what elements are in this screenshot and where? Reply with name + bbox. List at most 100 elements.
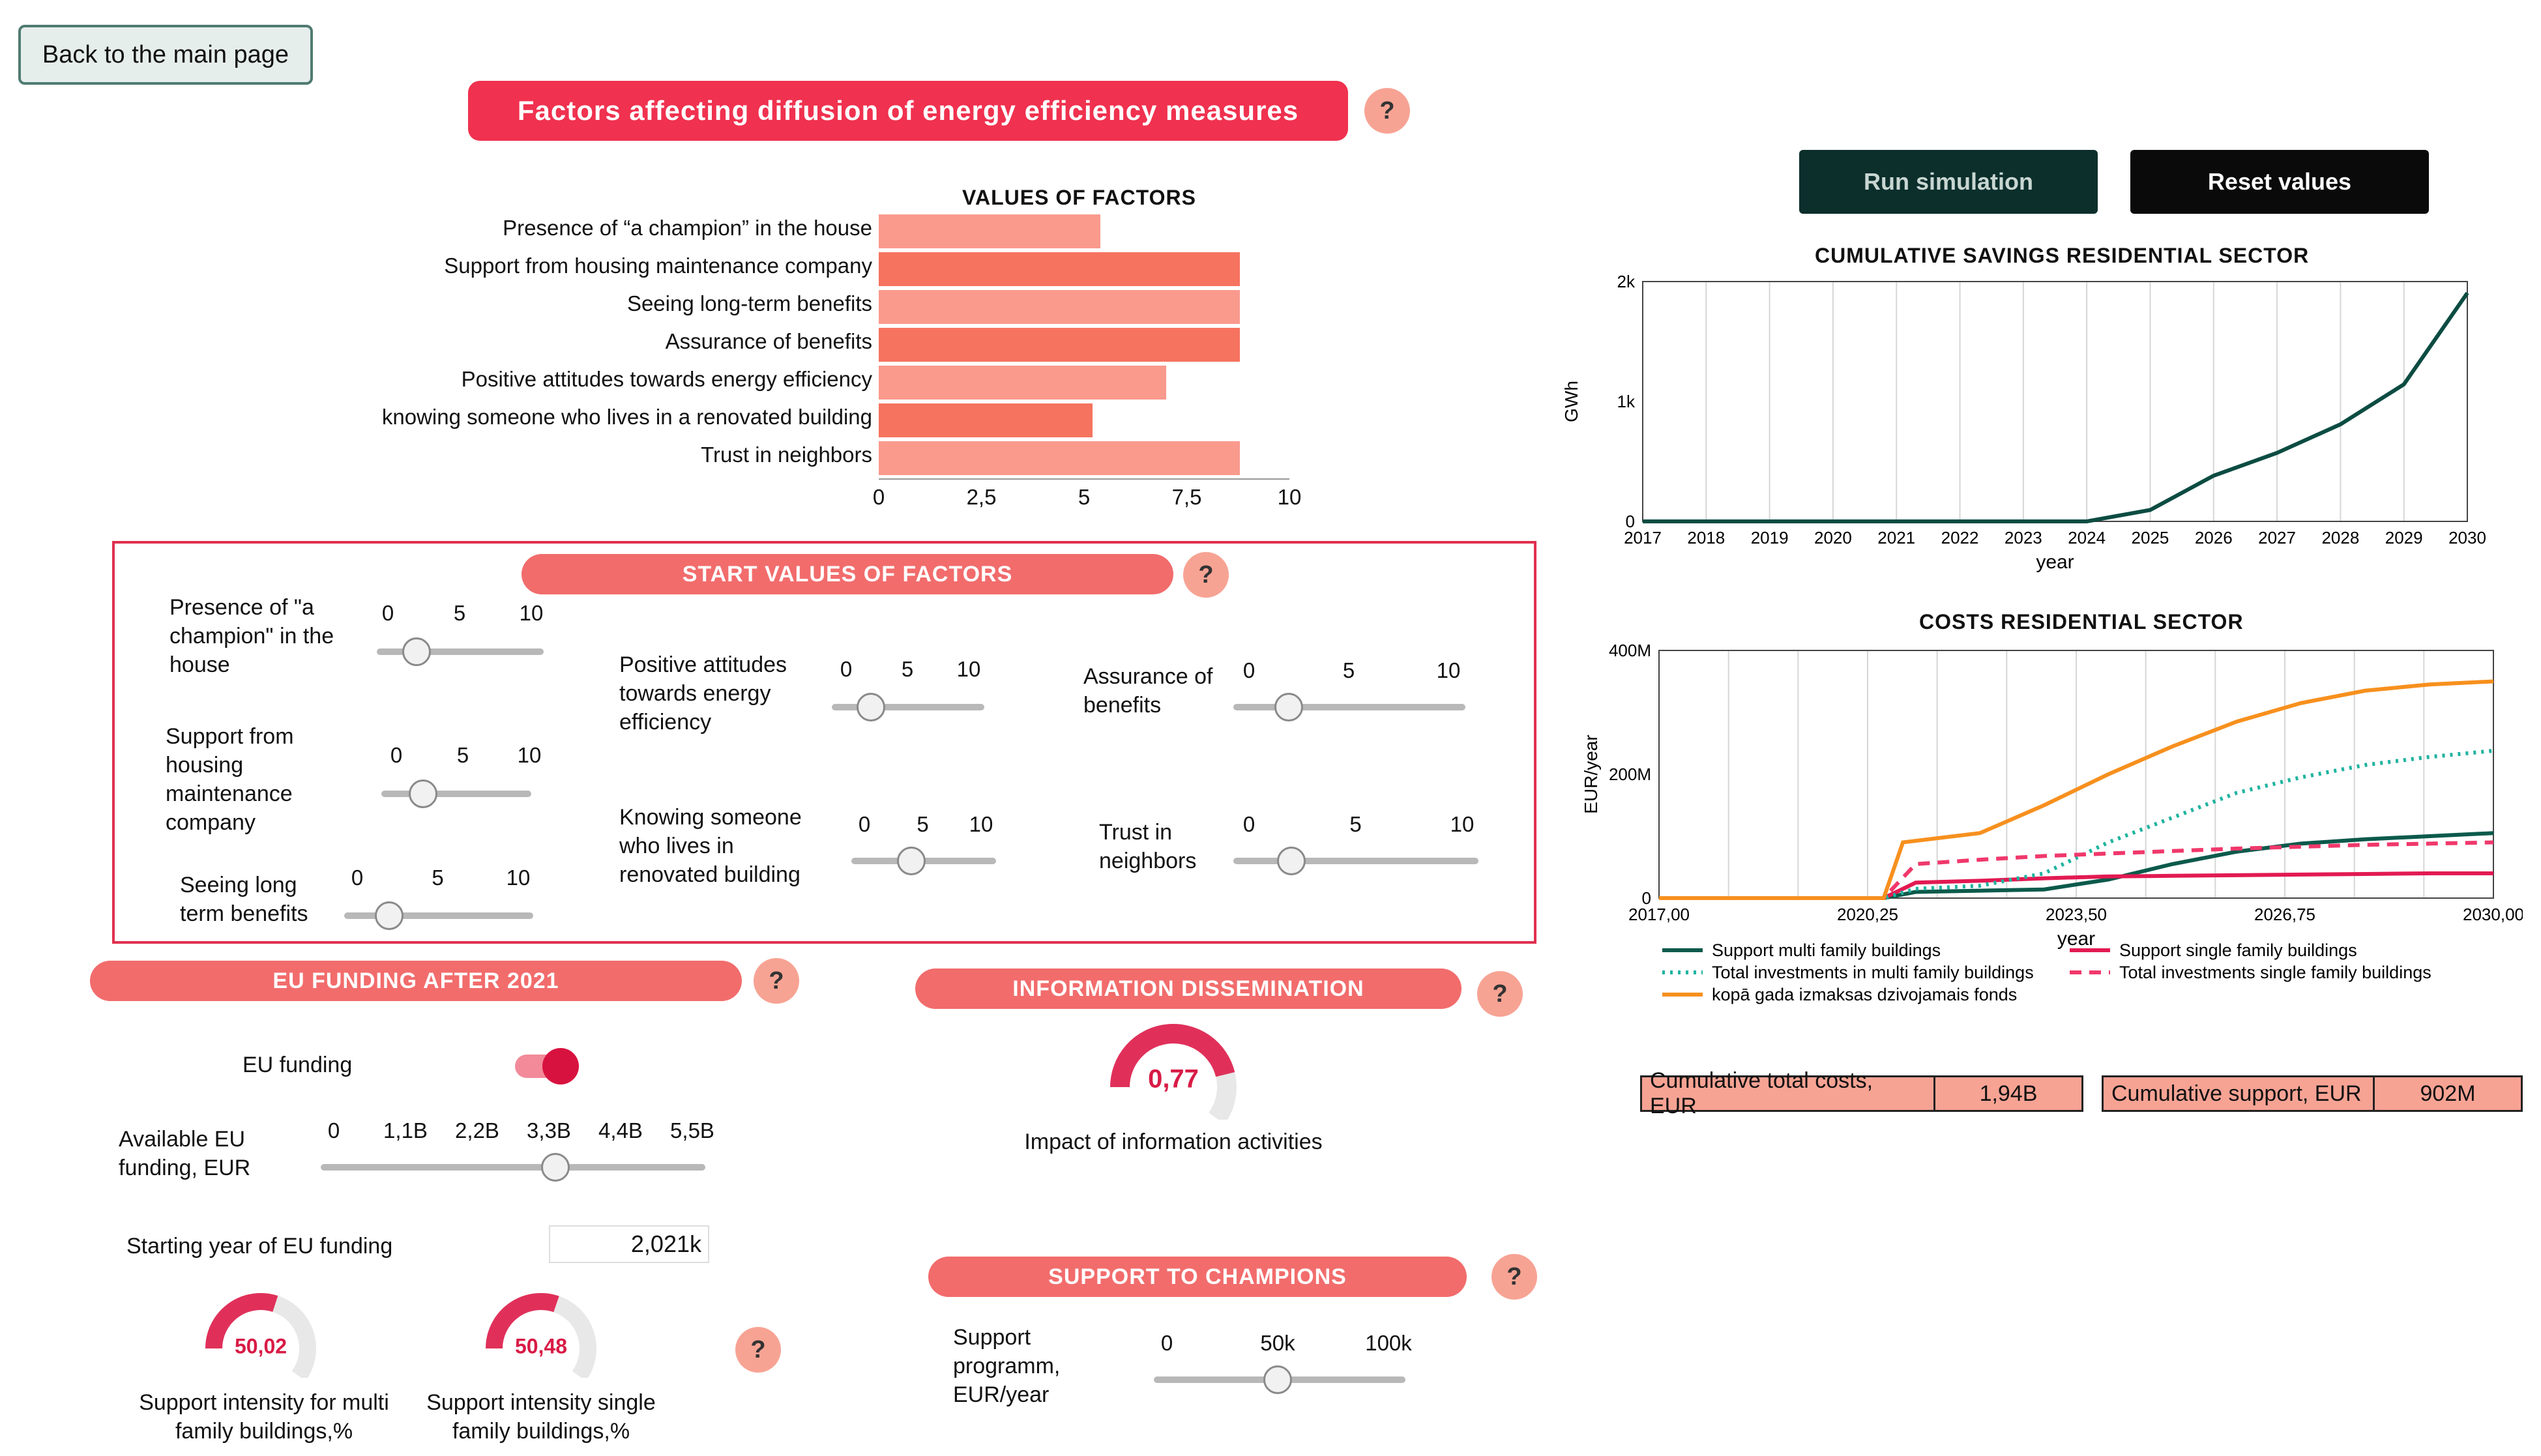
start-slider-tick: 10 [956,657,981,681]
start-year-label: Starting year of EU funding [126,1234,393,1259]
eu-funding-toggle-label: EU funding [242,1053,353,1077]
factors-tick-label: 0 [872,485,885,509]
support-multi-label: Support intensity for multi family build… [139,1390,389,1444]
metric-support-label: Cumulative support, EUR [2104,1077,2375,1110]
start-slider-label: Trust in neighbors [1099,820,1197,873]
start-slider-thumb[interactable] [408,779,437,808]
help-button-champions[interactable]: ? [1491,1254,1537,1300]
gauge-fill [486,1293,559,1349]
start-slider-tick: 10 [506,866,531,890]
x-tick-label: 2020,25 [1837,905,1898,924]
start-slider-thumb[interactable] [375,901,404,930]
start-slider-tick: 0 [840,657,853,681]
run-simulation-button[interactable]: Run simulation [1799,150,2098,214]
factor-bar [879,290,1241,324]
start-values-panel [112,541,1536,944]
back-to-main-button[interactable]: Back to the main page [18,25,313,85]
legend-label: kopā gada izmaksas dzivojamais fonds [1712,985,2017,1004]
start-slider-track[interactable] [381,791,531,797]
eu-available-tick: 2,2B [455,1118,499,1143]
y-tick-label: 0 [1642,888,1651,908]
factors-axis [879,478,1289,480]
x-tick-label: 2017 [1624,528,1662,547]
factors-tick-label: 10 [1277,485,1302,509]
start-slider-track[interactable] [344,912,533,919]
start-year-input[interactable]: 2,021k [549,1225,709,1263]
info-impact-gauge-value: 0,77 [1148,1064,1199,1094]
start-slider-track[interactable] [1233,704,1465,710]
x-tick-label: 2030,00 [2463,905,2523,924]
help-button-start-values[interactable]: ? [1183,552,1229,598]
start-slider-thumb[interactable] [402,637,431,666]
metric-total-costs: Cumulative total costs, EUR 1,94B [1640,1068,2083,1118]
start-slider-tick: 0 [1242,812,1256,836]
factors-tick-label: 2,5 [966,485,997,509]
factor-bar [879,441,1241,475]
costs-series-line [1659,840,2494,900]
support-programm-label: Support programm, EUR/year [953,1325,1061,1407]
start-slider-track[interactable] [832,704,984,710]
x-tick-label: 2029 [2385,528,2423,547]
eu-available-thumb[interactable] [541,1153,570,1182]
eu-available-track[interactable] [321,1164,705,1171]
y-tick-label: 0 [1626,512,1635,531]
eu-available-tick: 3,3B [527,1118,571,1143]
factor-bar [879,214,1101,248]
start-slider-tick: 5 [456,743,469,767]
x-axis-label: year [2057,928,2095,950]
costs-series-line [1659,748,2494,900]
y-axis-label: EUR/year [1581,735,1601,813]
costs-series-line [1659,871,2493,900]
start-slider-track[interactable] [1233,858,1478,864]
eu-available-tick: 5,5B [670,1118,714,1143]
start-slider-tick: 10 [1450,812,1475,836]
start-slider-thumb[interactable] [896,847,926,875]
support-programm-thumb[interactable] [1263,1365,1292,1394]
legend-label: Total investments single family building… [2119,963,2431,982]
savings-series-line [1643,291,2469,523]
help-button-support-intensity[interactable]: ? [735,1327,781,1373]
factor-label: Seeing long-term benefits [626,291,872,315]
support-single-gauge [486,1293,596,1378]
plot-frame [1642,281,2468,522]
start-slider-thumb[interactable] [856,693,885,721]
x-tick-label: 2023,50 [2046,905,2107,924]
metric-total-costs-value: 1,94B [1979,1081,2038,1106]
x-tick-label: 2021 [1877,528,1915,547]
eu-funding-toggle[interactable] [515,1048,579,1085]
start-values-title: START VALUES OF FACTORS [521,554,1173,594]
info-impact-label: Impact of information activities [1024,1129,1323,1154]
x-tick-label: 2030 [2448,528,2486,547]
start-slider-label: Assurance of benefits [1083,664,1213,718]
factor-bar [879,366,1166,400]
start-slider-label: Knowing someone who lives in renovated b… [619,805,802,887]
start-slider-track[interactable] [377,648,544,655]
start-slider-thumb[interactable] [1277,847,1306,875]
start-slider-label: Positive attitudes towards energy effici… [619,652,787,735]
x-tick-label: 2017,00 [1628,905,1690,924]
factor-bar [879,252,1241,286]
x-tick-label: 2022 [1941,528,1979,547]
factor-label: Presence of “a champion” in the house [503,216,872,240]
support-programm-tick: 50k [1260,1331,1295,1355]
back-button-label: Back to the main page [42,40,289,68]
start-slider-tick: 0 [381,601,394,625]
help-button-info[interactable]: ? [1477,971,1523,1017]
gauge-fill [1110,1024,1235,1088]
start-slider-tick: 0 [858,812,871,836]
start-slider-tick: 10 [519,601,544,625]
reset-values-button[interactable]: Reset values [2130,150,2429,214]
x-tick-label: 2023 [2005,528,2042,547]
y-tick-label: 400M [1609,641,1651,660]
y-tick-label: 1k [1617,392,1636,411]
y-axis-label: GWh [1561,381,1581,422]
help-button-title[interactable]: ? [1364,88,1410,134]
costs-chart: 0 200M 400M 2017,00 2020,25 2023,50 2026,75 203… [1581,641,2523,1004]
x-tick-label: 2026 [2195,528,2233,547]
factor-bar [879,328,1241,362]
factors-chart-title: VALUES OF FACTORS [962,186,1196,209]
factor-label: Support from housing maintenance company [444,254,872,278]
help-button-eu-funding[interactable]: ? [754,958,799,1004]
start-slider-thumb[interactable] [1274,693,1304,721]
start-slider-tick: 5 [453,601,466,625]
